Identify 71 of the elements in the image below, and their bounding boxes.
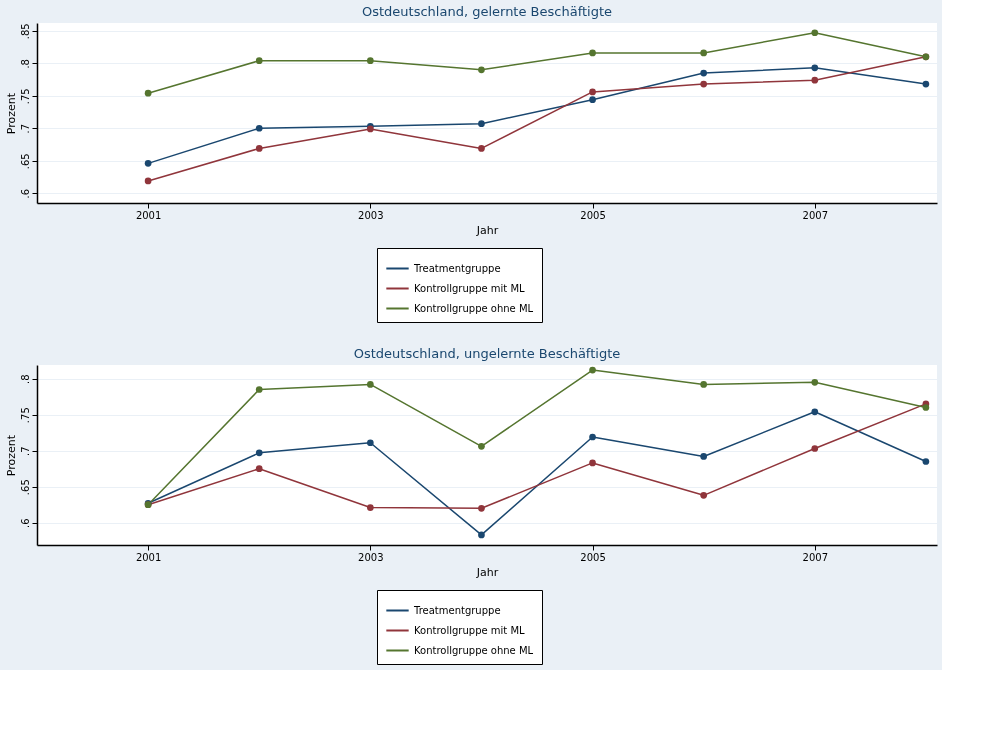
point [922,80,930,88]
x-tick-label: 2001 [135,209,162,221]
x-tick-label: 2003 [358,551,384,563]
point [811,29,819,37]
point [255,145,263,152]
point [366,504,374,511]
point [700,491,708,499]
y-tick-label: .75 [19,88,31,105]
point [589,88,596,96]
point [255,465,263,473]
point [811,445,819,452]
y-axis-title: Prozent [4,92,18,135]
legend-label: Treatmentgruppe [413,604,501,616]
y-tick-label: .85 [19,23,31,40]
point [255,57,263,65]
point [700,49,708,57]
point [589,96,596,104]
y-tick-label: .7 [19,124,31,134]
x-tick-label: 2007 [802,209,828,221]
point [922,404,930,411]
x-tick-label: 2005 [580,551,606,563]
point [589,433,596,441]
point [478,504,485,512]
y-tick-label: .8 [19,374,31,384]
point [589,49,596,57]
point [589,459,596,467]
y-tick-label: .65 [19,153,31,170]
point [700,381,708,388]
point [366,381,374,388]
x-axis-title: Jahr [475,223,499,237]
point [478,145,485,152]
point [922,458,930,465]
legend-label: Kontrollgruppe mit ML [414,624,526,636]
y-tick-label: .8 [19,59,31,69]
point [700,453,708,460]
point [811,408,819,416]
point [144,177,152,185]
y-tick-label: .6 [19,188,31,199]
point [589,366,596,374]
x-tick-label: 2003 [358,209,384,221]
point [811,64,819,72]
y-tick-label: .75 [19,407,31,424]
x-axis-title: Jahr [475,565,499,579]
point [478,120,485,128]
legend-label: Kontrollgruppe ohne ML [414,644,534,656]
point [144,160,152,167]
y-axis-title: Prozent [4,434,18,477]
legend-label: Kontrollgruppe mit ML [414,282,526,294]
legend-label: Treatmentgruppe [413,262,501,274]
legend-label: Kontrollgruppe ohne ML [414,302,534,314]
point [255,449,263,457]
point [478,531,485,539]
point [366,57,374,65]
y-tick-label: .65 [19,479,31,496]
chart-title: Ostdeutschland, ungelernte Beschäftigte [353,346,621,361]
point [478,443,485,450]
y-tick-label: .6 [19,518,31,528]
point [255,124,263,132]
point [811,378,819,386]
point [700,80,708,88]
x-tick-label: 2005 [580,209,606,221]
x-tick-label: 2007 [802,551,828,563]
point [811,76,819,84]
point [366,439,374,447]
point [478,66,485,74]
point [700,69,708,77]
point [255,386,263,393]
chart-title: Ostdeutschland, gelernte Beschäftigte [361,3,613,19]
x-tick-label: 2001 [135,551,162,563]
y-tick-label: .7 [19,446,31,456]
point [144,89,152,97]
